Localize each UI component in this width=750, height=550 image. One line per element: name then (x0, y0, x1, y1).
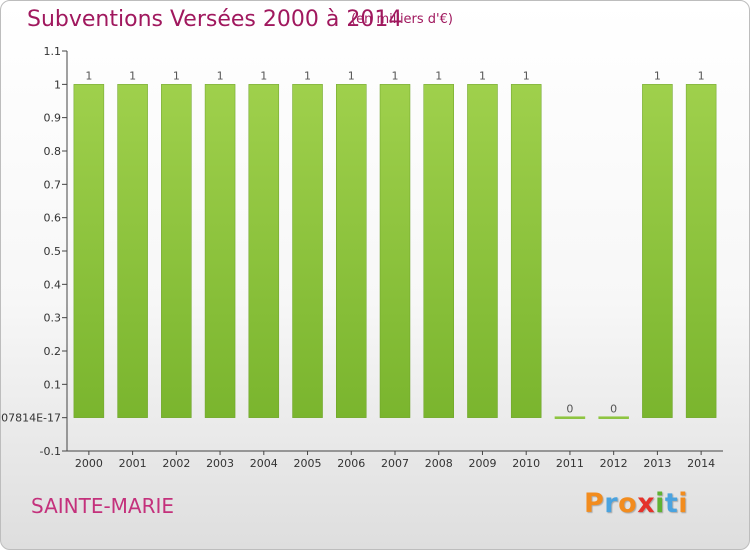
bar (73, 84, 105, 418)
bar (554, 416, 586, 419)
y-tick-label: 0.2 (44, 345, 62, 358)
bar-value-label: 1 (698, 69, 705, 82)
bar-value-label: 1 (523, 69, 530, 82)
x-tick-label: 2000 (75, 457, 103, 470)
chart-subtitle: (en milliers d'€) (351, 12, 453, 27)
bar (598, 416, 629, 419)
logo-letter: i (655, 488, 665, 519)
y-tick-label: 0.1 (44, 378, 62, 391)
bar-value-label: 1 (260, 69, 267, 82)
bar-value-label: 1 (129, 69, 136, 82)
bar (248, 84, 280, 418)
bar-value-label: 1 (348, 69, 355, 82)
bar-value-label: 1 (304, 69, 311, 82)
x-tick-label: 2005 (294, 457, 322, 470)
y-tick-label: 1.3877787807814E-17 (1, 412, 61, 425)
bar (467, 84, 498, 418)
logo-letter: o (618, 488, 638, 519)
x-tick-label: 2006 (337, 457, 365, 470)
x-tick-label: 2010 (512, 457, 540, 470)
bar (161, 84, 192, 418)
y-tick-label: 1 (54, 78, 61, 91)
bar (117, 84, 148, 418)
bar-value-label: 1 (217, 69, 224, 82)
x-tick-label: 2012 (600, 457, 628, 470)
bar (292, 84, 323, 418)
y-tick-label: -0.1 (40, 445, 61, 458)
y-tick-label: 0.5 (44, 245, 62, 258)
bar-value-label: 1 (173, 69, 180, 82)
y-tick-label: 0.4 (44, 278, 62, 291)
x-tick-label: 2008 (425, 457, 453, 470)
chart-title: Subventions Versées 2000 à 2014 (27, 7, 403, 32)
x-tick-label: 2002 (162, 457, 190, 470)
x-tick-label: 2007 (381, 457, 409, 470)
proxiti-logo[interactable]: Proxiti (584, 488, 688, 519)
bar (336, 84, 367, 418)
x-tick-label: 2011 (556, 457, 584, 470)
x-tick-label: 2001 (119, 457, 147, 470)
bar (642, 84, 673, 418)
bar-value-label: 1 (392, 69, 399, 82)
x-tick-label: 2003 (206, 457, 234, 470)
y-tick-label: 0.6 (44, 212, 62, 225)
bar-value-label: 0 (566, 403, 573, 416)
bar-value-label: 1 (479, 69, 486, 82)
logo-letter: i (678, 488, 689, 519)
x-tick-label: 2004 (250, 457, 278, 470)
commune-name: SAINTE-MARIE (31, 494, 175, 518)
y-tick-label: 0.8 (44, 145, 62, 158)
logo-letter: r (604, 488, 619, 519)
y-tick-label: 0.9 (44, 112, 62, 125)
logo-letter: x (637, 488, 656, 519)
bar (685, 84, 717, 418)
logo-letter: P (584, 488, 605, 519)
bar-value-label: 1 (85, 69, 92, 82)
bar-value-label: 1 (435, 69, 442, 82)
x-tick-label: 2014 (687, 457, 715, 470)
bar (510, 84, 542, 418)
bar (379, 84, 411, 418)
bar (204, 84, 236, 418)
bar-value-label: 1 (654, 69, 661, 82)
logo-letter: t (664, 488, 679, 519)
y-tick-label: 0.3 (44, 312, 62, 325)
x-tick-label: 2009 (468, 457, 496, 470)
y-tick-label: 1.1 (44, 45, 62, 58)
y-tick-label: 0.7 (44, 178, 62, 191)
bar-value-label: 0 (610, 403, 617, 416)
bar (423, 84, 454, 418)
x-tick-label: 2013 (643, 457, 671, 470)
